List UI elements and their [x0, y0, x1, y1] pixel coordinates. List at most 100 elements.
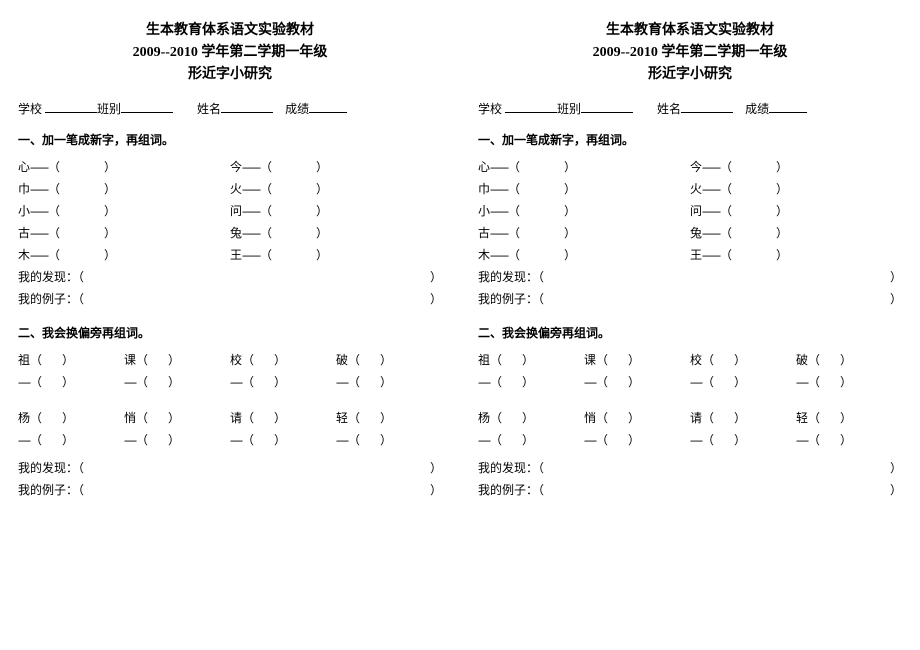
section1-row: 心------（）今------（） — [18, 156, 442, 178]
section2-row2-blank: ----（）----（）----（）----（） — [18, 429, 442, 451]
section2-title: 二、我会换偏旁再组词。 — [18, 324, 442, 341]
section1-right-item: 今------（） — [690, 156, 902, 178]
name-blank — [221, 100, 273, 113]
score-blank — [769, 100, 807, 113]
section2-char-item: 祖（） — [478, 349, 584, 371]
section2-blank-item: ----（） — [230, 371, 336, 393]
section2-char-item: 轻（） — [336, 407, 442, 429]
section2-row1: 祖（）课（）校（）破（） — [478, 349, 902, 371]
section2-char-item: 破（） — [796, 349, 902, 371]
section2-char-item: 杨（） — [18, 407, 124, 429]
student-info-line: 学校 班别 姓名 成绩 — [18, 100, 442, 117]
section2-blank-item: ----（） — [18, 371, 124, 393]
section1-left-item: 木------（） — [478, 244, 690, 266]
section2-blank-item: ----（） — [124, 429, 230, 451]
section1-left-item: 巾------（） — [18, 178, 230, 200]
section1-left-item: 古------（） — [18, 222, 230, 244]
school-blank — [45, 100, 97, 113]
class-blank — [121, 100, 173, 113]
section2-row2-blank: ----（）----（）----（）----（） — [478, 429, 902, 451]
section1-left-item: 木------（） — [18, 244, 230, 266]
section2-char-item: 课（） — [124, 349, 230, 371]
section2-blank-item: ----（） — [336, 429, 442, 451]
class-blank — [581, 100, 633, 113]
section1-example: 我的例子：（） — [18, 288, 442, 310]
section1-discovery: 我的发现：（） — [18, 266, 442, 288]
section2-char-item: 杨（） — [478, 407, 584, 429]
header-line-1: 生本教育体系语文实验教材 — [478, 20, 902, 42]
section1-row: 木------（）王------（） — [18, 244, 442, 266]
header-line-3: 形近字小研究 — [478, 64, 902, 86]
section1-right-item: 问------（） — [690, 200, 902, 222]
section2-blank-item: ----（） — [690, 371, 796, 393]
section2-char-item: 请（） — [230, 407, 336, 429]
section2-char-item: 祖（） — [18, 349, 124, 371]
section2-char-item: 悄（） — [124, 407, 230, 429]
section1-title: 一、加一笔成新字，再组词。 — [18, 131, 442, 148]
section2-discovery: 我的发现：（） — [478, 457, 902, 479]
section2-example: 我的例子：（） — [18, 479, 442, 501]
section1-left-item: 心------（） — [18, 156, 230, 178]
section2-row1: 祖（）课（）校（）破（） — [18, 349, 442, 371]
section2-char-item: 轻（） — [796, 407, 902, 429]
section2-blank-item: ----（） — [18, 429, 124, 451]
student-info-line: 学校 班别 姓名 成绩 — [478, 100, 902, 117]
section2-title: 二、我会换偏旁再组词。 — [478, 324, 902, 341]
header-line-2: 2009--2010 学年第二学期一年级 — [18, 42, 442, 64]
section2-blank-item: ----（） — [796, 371, 902, 393]
section1-row: 心------（）今------（） — [478, 156, 902, 178]
school-blank — [505, 100, 557, 113]
section2-blank-item: ----（） — [796, 429, 902, 451]
section2-char-item: 破（） — [336, 349, 442, 371]
section1-row: 小------（）问------（） — [478, 200, 902, 222]
score-label: 成绩 — [285, 102, 309, 116]
section1-example: 我的例子：（） — [478, 288, 902, 310]
section2-row2: 杨（）悄（）请（）轻（） — [478, 407, 902, 429]
header-line-1: 生本教育体系语文实验教材 — [18, 20, 442, 42]
section2-blank-item: ----（） — [336, 371, 442, 393]
header-line-3: 形近字小研究 — [18, 64, 442, 86]
section1-left-item: 心------（） — [478, 156, 690, 178]
score-label: 成绩 — [745, 102, 769, 116]
section1-row: 木------（）王------（） — [478, 244, 902, 266]
section2-row1-blank: ----（）----（）----（）----（） — [478, 371, 902, 393]
name-label: 姓名 — [197, 102, 221, 116]
section1-row: 古------（）兔------（） — [478, 222, 902, 244]
section1-left-item: 小------（） — [478, 200, 690, 222]
section2-char-item: 校（） — [230, 349, 336, 371]
section1-right-item: 王------（） — [690, 244, 902, 266]
section2-blank-item: ----（） — [230, 429, 336, 451]
section1-right-item: 问------（） — [230, 200, 442, 222]
section2-char-item: 校（） — [690, 349, 796, 371]
class-label: 班别 — [557, 102, 581, 116]
section1-right-item: 兔------（） — [690, 222, 902, 244]
section2-blank-item: ----（） — [690, 429, 796, 451]
section2-blank-item: ----（） — [584, 429, 690, 451]
section2-row2: 杨（）悄（）请（）轻（） — [18, 407, 442, 429]
section2-char-item: 请（） — [690, 407, 796, 429]
section2-row1-blank: ----（）----（）----（）----（） — [18, 371, 442, 393]
section1-title: 一、加一笔成新字，再组词。 — [478, 131, 902, 148]
section1-row: 巾------（）火------（） — [18, 178, 442, 200]
section2-discovery: 我的发现：（） — [18, 457, 442, 479]
school-label: 学校 — [478, 102, 502, 116]
score-blank — [309, 100, 347, 113]
section2-blank-item: ----（） — [478, 429, 584, 451]
name-blank — [681, 100, 733, 113]
section2-example: 我的例子：（） — [478, 479, 902, 501]
school-label: 学校 — [18, 102, 42, 116]
section1-left-item: 小------（） — [18, 200, 230, 222]
section2-blank-item: ----（） — [124, 371, 230, 393]
section1-left-item: 古------（） — [478, 222, 690, 244]
section1-discovery: 我的发现：（） — [478, 266, 902, 288]
section2-blank-item: ----（） — [478, 371, 584, 393]
section1-right-item: 火------（） — [690, 178, 902, 200]
section1-row: 巾------（）火------（） — [478, 178, 902, 200]
section1-right-item: 王------（） — [230, 244, 442, 266]
section1-right-item: 今------（） — [230, 156, 442, 178]
class-label: 班别 — [97, 102, 121, 116]
section1-row: 小------（）问------（） — [18, 200, 442, 222]
section1-right-item: 兔------（） — [230, 222, 442, 244]
section2-char-item: 悄（） — [584, 407, 690, 429]
section2-blank-item: ----（） — [584, 371, 690, 393]
